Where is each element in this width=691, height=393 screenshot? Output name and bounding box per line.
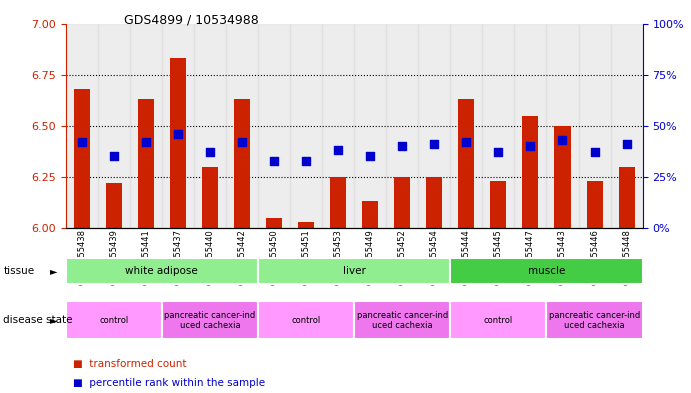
Point xyxy=(365,153,376,160)
Bar xyxy=(234,99,250,228)
Point xyxy=(205,149,216,156)
Text: GDS4899 / 10534988: GDS4899 / 10534988 xyxy=(124,14,259,27)
Bar xyxy=(547,24,578,228)
Text: disease state: disease state xyxy=(3,315,73,325)
Bar xyxy=(194,24,226,228)
Text: liver: liver xyxy=(343,266,366,276)
Text: ■  percentile rank within the sample: ■ percentile rank within the sample xyxy=(73,378,265,388)
Bar xyxy=(298,222,314,228)
Bar xyxy=(330,177,346,228)
Point xyxy=(140,139,151,145)
Bar xyxy=(482,24,514,228)
Point xyxy=(332,147,343,153)
Point xyxy=(397,143,408,149)
Text: ►: ► xyxy=(50,266,57,276)
Text: pancreatic cancer-ind
uced cachexia: pancreatic cancer-ind uced cachexia xyxy=(549,310,640,330)
Bar xyxy=(106,183,122,228)
Bar xyxy=(226,24,258,228)
Bar xyxy=(266,218,282,228)
Bar xyxy=(322,24,354,228)
Bar xyxy=(97,24,130,228)
Point xyxy=(76,139,87,145)
Bar xyxy=(394,177,410,228)
Bar xyxy=(451,24,482,228)
Bar xyxy=(514,24,547,228)
Point xyxy=(428,141,439,147)
Point xyxy=(621,141,632,147)
Bar xyxy=(362,201,378,228)
Point xyxy=(589,149,600,156)
Point xyxy=(269,157,280,163)
Bar xyxy=(578,24,611,228)
Point xyxy=(525,143,536,149)
Bar xyxy=(458,99,474,228)
Bar xyxy=(554,126,571,228)
Bar xyxy=(202,167,218,228)
Bar xyxy=(290,24,322,228)
Text: control: control xyxy=(292,316,321,325)
Point xyxy=(236,139,247,145)
Bar xyxy=(587,181,603,228)
Point xyxy=(461,139,472,145)
Point xyxy=(301,157,312,163)
Text: pancreatic cancer-ind
uced cachexia: pancreatic cancer-ind uced cachexia xyxy=(357,310,448,330)
Bar xyxy=(258,24,290,228)
Bar xyxy=(354,24,386,228)
Text: white adipose: white adipose xyxy=(126,266,198,276)
Point xyxy=(108,153,120,160)
Bar xyxy=(386,24,418,228)
Text: ►: ► xyxy=(50,315,57,325)
Bar xyxy=(491,181,507,228)
Text: control: control xyxy=(99,316,129,325)
Bar xyxy=(611,24,643,228)
Bar xyxy=(451,258,643,285)
Text: ■  transformed count: ■ transformed count xyxy=(73,358,186,369)
Bar xyxy=(162,301,258,339)
Bar xyxy=(522,116,538,228)
Bar xyxy=(66,24,97,228)
Point xyxy=(493,149,504,156)
Bar xyxy=(66,301,162,339)
Bar xyxy=(451,301,547,339)
Bar xyxy=(618,167,634,228)
Text: muscle: muscle xyxy=(528,266,565,276)
Bar xyxy=(170,58,186,228)
Bar xyxy=(547,301,643,339)
Text: control: control xyxy=(484,316,513,325)
Bar xyxy=(258,301,354,339)
Text: pancreatic cancer-ind
uced cachexia: pancreatic cancer-ind uced cachexia xyxy=(164,310,256,330)
Bar xyxy=(162,24,194,228)
Point xyxy=(557,137,568,143)
Bar xyxy=(418,24,451,228)
Bar xyxy=(66,258,258,285)
Bar xyxy=(426,177,442,228)
Bar xyxy=(354,301,451,339)
Bar xyxy=(138,99,154,228)
Point xyxy=(172,131,183,137)
Bar xyxy=(74,89,90,228)
Text: tissue: tissue xyxy=(3,266,35,276)
Bar xyxy=(130,24,162,228)
Bar xyxy=(258,258,451,285)
